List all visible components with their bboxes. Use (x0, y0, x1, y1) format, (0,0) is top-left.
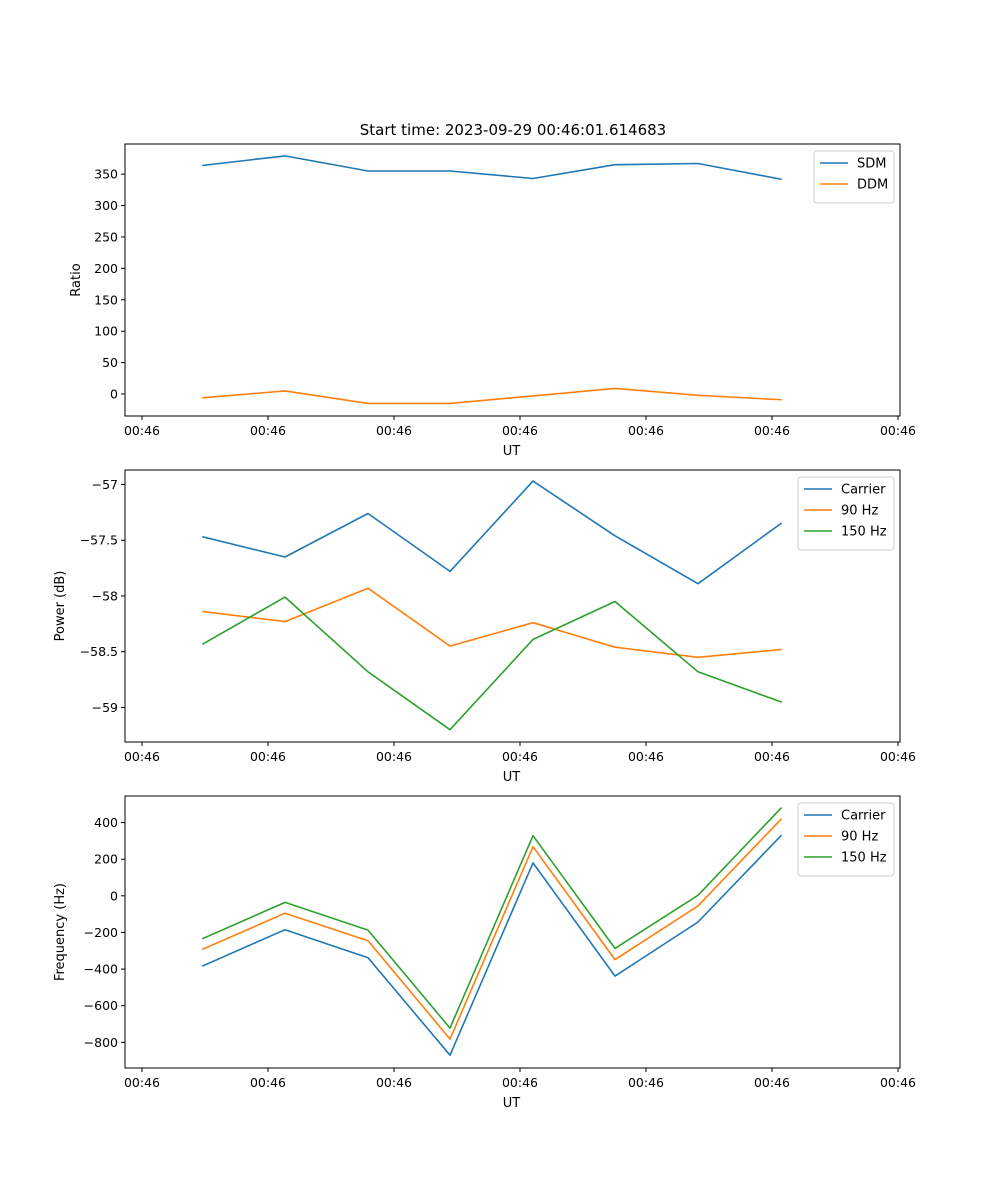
x-tick-label: 00:46 (502, 749, 538, 764)
y-tick-label: 0 (110, 888, 118, 903)
y-tick-label: −400 (84, 962, 118, 977)
legend-label: Carrier (841, 809, 886, 824)
x-tick-label: 00:46 (124, 423, 160, 438)
y-tick-label: 250 (94, 229, 118, 244)
legend-box (813, 150, 895, 204)
legend: Carrier 90 Hz 150 Hz (797, 802, 895, 877)
y-tick-label: 100 (94, 324, 118, 339)
series-line-150-hz (201, 596, 783, 731)
series-line-carrier (201, 834, 783, 1056)
x-axis-label: UT (503, 770, 521, 785)
x-tick-label: 00:46 (376, 423, 412, 438)
y-tick-label: −57 (92, 477, 118, 492)
legend: SDM DDM (813, 150, 895, 204)
x-tick-label: 00:46 (124, 1075, 160, 1090)
axes-frame (124, 469, 901, 743)
x-axis-label: UT (503, 444, 521, 459)
y-axis-label: Ratio (69, 263, 84, 296)
y-tick-label: −59 (92, 700, 118, 715)
panel-3: −800 −600 −400 −200 0 200 400 00:46 00:46 00:46 00… (53, 795, 916, 1111)
series-line-sdm (202, 155, 782, 181)
x-tick-label: 00:46 (502, 1075, 538, 1090)
y-tick-label: −800 (84, 1035, 118, 1050)
legend-label: Carrier (841, 483, 886, 498)
x-tick-label: 00:46 (376, 749, 412, 764)
series-line-90-hz (202, 587, 782, 659)
y-tick-label: 200 (94, 261, 118, 276)
y-tick-label: 350 (94, 167, 118, 182)
y-tick-label: −58.5 (80, 644, 118, 659)
legend-label: 150 Hz (841, 851, 887, 866)
y-tick-label: 50 (102, 355, 118, 370)
legend: Carrier 90 Hz 150 Hz (797, 476, 895, 551)
x-tick-label: 00:46 (250, 749, 286, 764)
legend-label: 90 Hz (841, 504, 878, 519)
legend-label: SDM (857, 157, 886, 172)
chart-panels: 0 50 100 150 200 250 300 350 00:46 00:46 00:46 00:4… (53, 143, 916, 1111)
y-tick-label: −200 (84, 925, 118, 940)
x-tick-label: 00:46 (754, 749, 790, 764)
y-tick-label: 300 (94, 198, 118, 213)
legend-label: DDM (857, 178, 888, 193)
x-tick-label: 00:46 (880, 749, 916, 764)
figure-title: Start time: 2023-09-29 00:46:01.614683 (360, 121, 666, 139)
y-tick-label: 400 (94, 815, 118, 830)
x-tick-label: 00:46 (880, 423, 916, 438)
y-tick-label: −600 (84, 998, 118, 1013)
y-axis-label: Frequency (Hz) (53, 883, 68, 981)
x-tick-label: 00:46 (880, 1075, 916, 1090)
y-tick-label: −58 (92, 588, 118, 603)
x-tick-label: 00:46 (628, 1075, 664, 1090)
y-tick-label: 150 (94, 292, 118, 307)
x-tick-label: 00:46 (250, 423, 286, 438)
panel-2: −59 −58.5 −58 −57.5 −57 00:46 00:46 00:46 00:46 0… (53, 469, 916, 785)
series-line-ddm (202, 387, 782, 405)
x-tick-label: 00:46 (754, 1075, 790, 1090)
y-tick-label: −57.5 (80, 533, 118, 548)
y-tick-label: 0 (110, 387, 118, 402)
legend-label: 90 Hz (841, 830, 878, 845)
y-axis-label: Power (dB) (53, 571, 68, 642)
x-tick-label: 00:46 (628, 749, 664, 764)
x-axis-label: UT (503, 1096, 521, 1111)
panel-1: 0 50 100 150 200 250 300 350 00:46 00:46 00:46 00:4… (69, 143, 916, 459)
axes-frame (124, 143, 901, 417)
legend-label: 150 Hz (841, 525, 887, 540)
x-tick-label: 00:46 (124, 749, 160, 764)
x-tick-label: 00:46 (250, 1075, 286, 1090)
series-line-carrier (202, 480, 783, 585)
x-tick-label: 00:46 (628, 423, 664, 438)
y-tick-label: 200 (94, 852, 118, 867)
x-tick-label: 00:46 (754, 423, 790, 438)
series-line-90-hz (201, 818, 783, 1040)
x-tick-label: 00:46 (376, 1075, 412, 1090)
x-tick-label: 00:46 (502, 423, 538, 438)
series-line-150-hz (201, 806, 783, 1029)
